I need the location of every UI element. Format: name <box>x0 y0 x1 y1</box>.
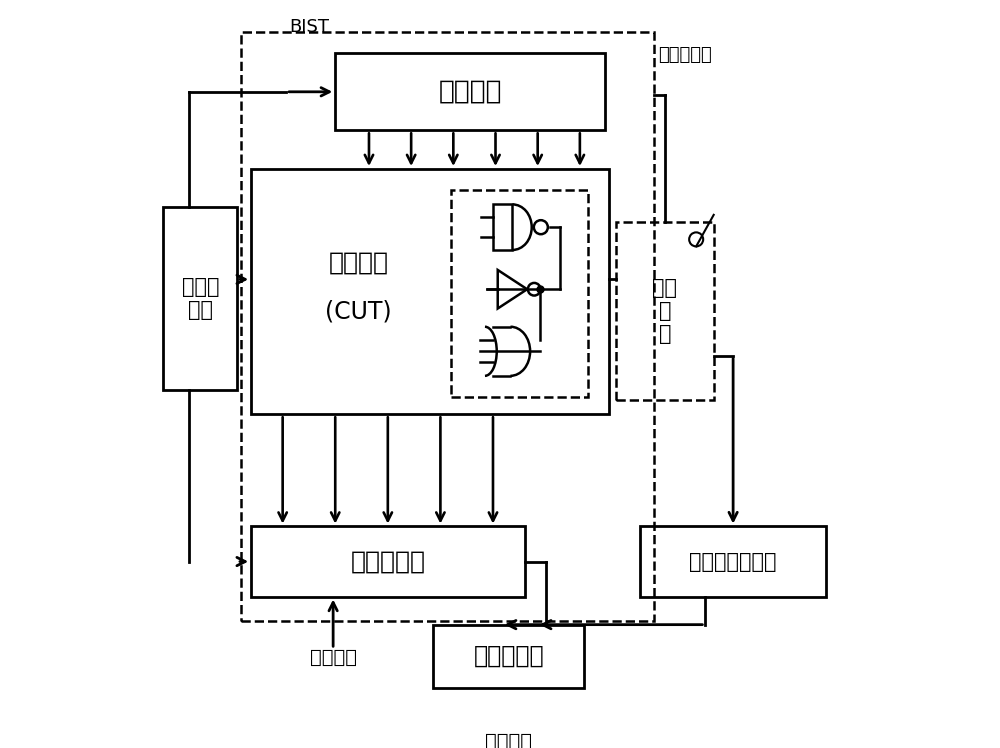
Bar <box>241 32 654 621</box>
Text: 向量生成: 向量生成 <box>438 79 502 105</box>
Text: 自振荡回路: 自振荡回路 <box>658 46 711 64</box>
Text: 预测分析器: 预测分析器 <box>473 644 544 668</box>
Text: BIST: BIST <box>290 18 330 36</box>
Bar <box>335 53 605 130</box>
Text: 待测电路: 待测电路 <box>328 250 388 275</box>
Bar <box>616 221 714 400</box>
Text: 老化特征计数器: 老化特征计数器 <box>689 551 777 571</box>
Bar <box>640 527 826 597</box>
Text: 预测结果: 预测结果 <box>485 732 532 748</box>
Text: 回路
控
制: 回路 控 制 <box>652 278 677 344</box>
Bar <box>451 190 588 396</box>
Text: 标准时钟: 标准时钟 <box>310 649 357 667</box>
Bar <box>163 207 237 390</box>
Bar <box>251 169 609 414</box>
Text: 特征寄存器: 特征寄存器 <box>350 550 425 574</box>
Bar <box>493 204 512 250</box>
Text: (CUT): (CUT) <box>325 299 392 323</box>
Text: 综合控
制器: 综合控 制器 <box>182 277 219 320</box>
Bar <box>433 625 584 687</box>
Bar <box>251 527 525 597</box>
